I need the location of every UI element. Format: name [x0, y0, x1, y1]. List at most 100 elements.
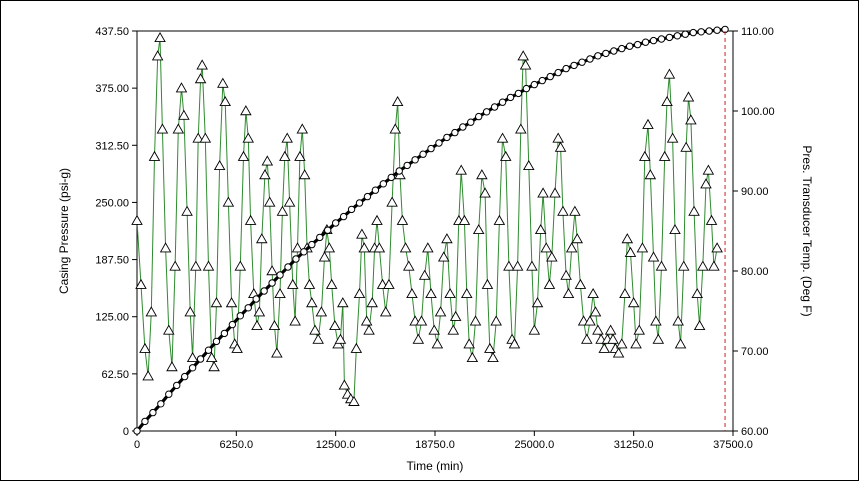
pressure-point	[213, 159, 226, 171]
temperature-point	[419, 150, 427, 158]
pressure-point	[337, 297, 349, 308]
temperature-point	[165, 390, 173, 398]
pressure-point	[546, 251, 558, 262]
pressure-point	[592, 324, 604, 335]
pressure-point	[528, 324, 541, 335]
pressure-point	[621, 233, 634, 244]
pressure-point	[461, 287, 473, 299]
temperature-point	[268, 279, 276, 287]
pressure-point	[422, 242, 434, 253]
pressure-point	[647, 251, 660, 262]
temperature-point	[204, 346, 213, 354]
temperature-point	[355, 199, 364, 207]
temperature-point	[371, 186, 380, 194]
pressure-point	[286, 278, 299, 289]
temperature-point	[657, 35, 666, 43]
pressure-point	[499, 150, 512, 161]
temperature-point	[387, 173, 395, 182]
temperature-point	[689, 28, 697, 37]
temperature-point	[673, 32, 682, 40]
pressure-point	[680, 141, 692, 152]
pressure-point	[655, 260, 668, 271]
temperature-point	[411, 156, 419, 164]
pressure-point	[549, 187, 561, 198]
pressure-point	[415, 315, 428, 326]
temperature-point	[618, 44, 626, 53]
pressure-point	[217, 77, 229, 88]
pressure-point	[196, 59, 208, 70]
temperature-point	[633, 40, 642, 49]
pressure-point	[650, 315, 662, 326]
temperature-point	[665, 33, 674, 42]
pressure-point	[202, 260, 215, 271]
pressure-point	[691, 287, 704, 299]
pressure-point	[163, 324, 175, 335]
pressure-point	[242, 132, 255, 143]
temperature-point	[292, 255, 300, 263]
temperature-point	[530, 80, 539, 89]
pressure-point	[574, 278, 587, 289]
temperature-point	[347, 205, 356, 214]
pressure-point	[222, 196, 235, 207]
pressure-point	[624, 246, 637, 257]
pressure-point	[309, 324, 321, 335]
pressure-point	[428, 324, 440, 335]
pressure-point	[437, 251, 450, 262]
pressure-point	[531, 297, 544, 308]
pressure-point	[639, 150, 651, 161]
pressure-point	[271, 347, 283, 358]
pressure-point	[503, 260, 515, 271]
pressure-point	[406, 287, 418, 299]
pressure-point	[700, 178, 712, 189]
pressure-point	[268, 319, 281, 331]
pressure-point	[705, 214, 718, 225]
temperature-point	[562, 64, 570, 73]
pressure-point	[276, 205, 289, 216]
pressure-point	[219, 95, 231, 107]
pressure-point	[363, 324, 375, 335]
pressure-point	[274, 287, 286, 299]
temperature-point	[451, 128, 459, 137]
pressure-point	[619, 287, 631, 299]
temperature-point	[443, 133, 451, 142]
pressure-point	[682, 91, 695, 102]
x-tick-label: 0	[134, 439, 140, 451]
temperature-point	[300, 248, 308, 256]
pressure-point	[261, 155, 274, 166]
temperature-point	[625, 42, 634, 50]
x-tick-label: 12500.0	[316, 439, 356, 451]
pressure-point	[306, 297, 318, 308]
pressure-point	[537, 187, 549, 198]
pressure-point	[358, 242, 371, 253]
temperature-point	[236, 312, 245, 320]
y-left-tick-label: 250.00	[95, 197, 129, 209]
pressure-point	[693, 319, 706, 331]
pressure-point	[587, 287, 599, 299]
pressure-point	[688, 205, 700, 216]
pressure-point	[517, 50, 529, 61]
temperature-point	[141, 417, 149, 426]
pressure-point	[135, 278, 147, 289]
temperature-point	[514, 89, 523, 98]
pressure-point	[463, 338, 475, 349]
pressure-point	[234, 260, 247, 271]
pressure-point	[589, 306, 602, 317]
y-axis-left: 0 62.50 125.00 187.50 250.00 312.50 375.00 437.…	[95, 26, 137, 438]
temperature-point	[594, 52, 602, 60]
y-left-tick-label: 125.00	[95, 312, 129, 324]
pressure-point	[441, 233, 453, 244]
pressure-point	[636, 242, 649, 253]
pressure-point	[652, 333, 665, 344]
pressure-point	[569, 205, 581, 216]
pressure-point	[399, 242, 412, 253]
pressure-point	[581, 333, 593, 344]
pressure-point	[148, 150, 161, 161]
pressure-point	[584, 315, 596, 326]
temperature-point	[212, 337, 221, 346]
y-left-tick-label: 62.50	[101, 369, 129, 381]
pressure-point	[244, 214, 257, 225]
temperature-point	[506, 93, 515, 102]
pressure-point	[190, 260, 202, 271]
temperature-point	[188, 364, 197, 372]
pressure-point	[658, 150, 671, 161]
